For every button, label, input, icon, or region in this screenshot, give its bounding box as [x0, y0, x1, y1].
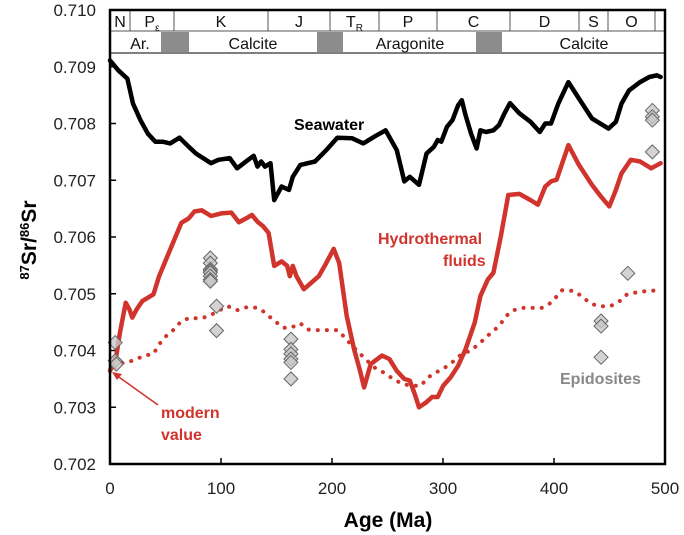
period-label: P	[403, 14, 414, 31]
epidosite-points	[107, 102, 661, 387]
period-label: C	[468, 14, 480, 31]
period-label: Pε	[144, 14, 160, 34]
period-label: O	[625, 14, 637, 31]
y-label-base1: Sr/	[18, 237, 41, 265]
y-tick-label: 0.709	[53, 58, 96, 77]
x-tick-label: 0	[105, 479, 114, 498]
y-tick-label: 0.703	[53, 398, 96, 417]
period-main: J	[295, 14, 303, 31]
x-tick-label: 500	[651, 479, 679, 498]
y-tick-label: 0.708	[53, 115, 96, 134]
epidosite-point	[208, 322, 225, 339]
epidosite-point	[283, 371, 299, 387]
epidosite-point	[283, 354, 299, 371]
modern-label: modern	[161, 405, 220, 422]
x-tick-label: 200	[318, 479, 346, 498]
period-main: T	[346, 14, 356, 31]
epidosite-point	[202, 273, 219, 289]
period-main: N	[114, 14, 126, 31]
hydrothermal-line	[107, 142, 663, 410]
y-tick-label: 0.704	[53, 342, 96, 361]
period-main: S	[588, 14, 599, 31]
y-label-sup1: 87	[17, 265, 32, 279]
y-tick-label: 0.705	[53, 285, 96, 304]
hydrothermal-label: Hydrothermal	[378, 231, 482, 248]
epidosite-point	[108, 356, 125, 372]
x-axis: 0 100 200 300 400 500	[105, 458, 679, 498]
sea-transition-block	[317, 32, 343, 52]
period-label: TR	[346, 14, 363, 34]
period-sub: R	[356, 23, 363, 34]
sea-chemistry-label: Calcite	[560, 36, 609, 53]
value-label: value	[161, 427, 202, 444]
sea-transition-block	[161, 32, 189, 52]
period-main: K	[216, 14, 227, 31]
period-main: C	[468, 14, 480, 31]
seawater-label: Seawater	[294, 117, 364, 134]
period-main: D	[539, 14, 551, 31]
epidosite-point	[620, 265, 636, 282]
epidosite-point	[644, 112, 661, 128]
sea-transition-block	[476, 32, 502, 52]
epidosite-point	[593, 318, 609, 334]
period-main: O	[625, 14, 637, 31]
period-label: J	[295, 14, 303, 31]
y-tick-label: 0.710	[53, 1, 96, 20]
arrow-head-icon	[112, 372, 122, 380]
epidosite-point	[208, 298, 225, 314]
period-main: P	[403, 14, 414, 31]
y-label-sup2: 86	[17, 223, 32, 237]
period-main: P	[144, 14, 155, 31]
epidosite-point	[644, 144, 661, 160]
plot-frame	[108, 8, 667, 466]
y-axis-label: 87Sr/86Sr	[17, 200, 41, 279]
period-sub: ε	[155, 23, 160, 34]
period-label: N	[114, 14, 126, 31]
y-label-base2: Sr	[18, 200, 41, 222]
x-axis-label: Age (Ma)	[344, 509, 433, 532]
y-axis: 0.710 0.709 0.708 0.707 0.706 0.705 0.704 0.703…	[53, 1, 116, 474]
seawater-line	[107, 58, 663, 203]
fluids-label: fluids	[443, 253, 486, 270]
sea-chemistry-label: Ar.	[130, 36, 150, 53]
period-label: S	[588, 14, 599, 31]
period-header: N Pε K J TR P C D S O Ar. Calcite Aragonite Calcite	[110, 10, 665, 54]
x-tick-label: 300	[429, 479, 457, 498]
sea-chemistry-label: Aragonite	[376, 36, 445, 53]
series-group	[107, 58, 663, 410]
sea-chemistry-label: Calcite	[229, 36, 278, 53]
period-label: D	[539, 14, 551, 31]
period-label: K	[216, 14, 227, 31]
modern-value-arrow	[115, 374, 159, 406]
y-tick-label: 0.702	[53, 455, 96, 474]
epidosite-point	[593, 349, 609, 366]
x-tick-label: 100	[207, 479, 235, 498]
epidosites-label: Epidosites	[560, 371, 641, 388]
y-tick-label: 0.707	[53, 171, 96, 190]
y-tick-label: 0.706	[53, 228, 96, 247]
x-tick-label: 400	[540, 479, 568, 498]
